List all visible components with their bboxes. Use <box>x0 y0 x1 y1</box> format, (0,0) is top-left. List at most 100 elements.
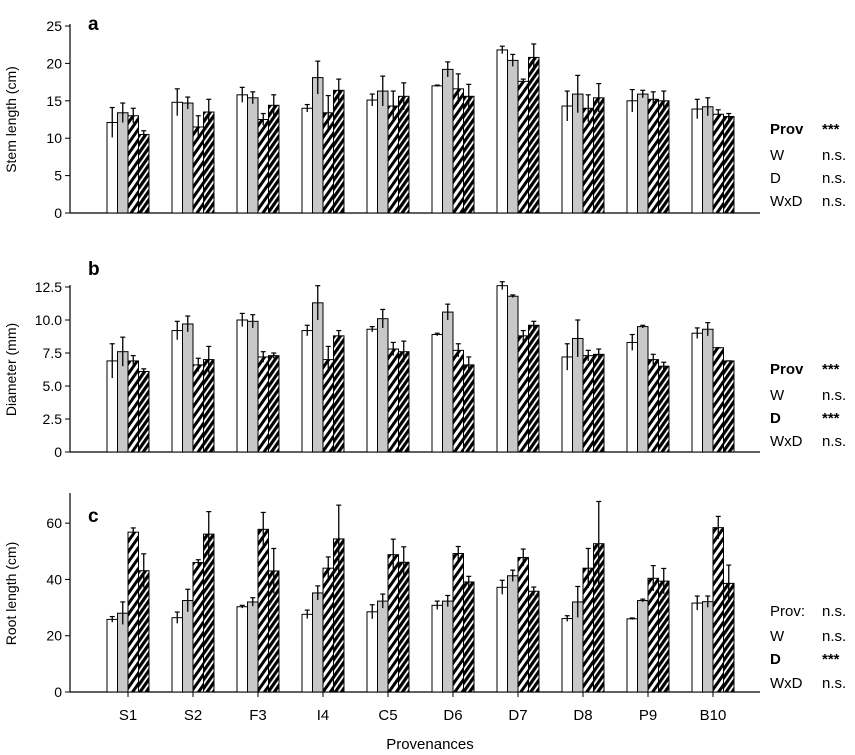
bar-B10-2 <box>702 328 714 453</box>
stat-label: WxD <box>770 433 803 450</box>
stat-value: n.s. <box>822 433 846 450</box>
bar-D7-3 <box>517 335 529 453</box>
bar-C5-3 <box>387 105 399 214</box>
bar-P9-4 <box>658 365 670 453</box>
bar-C5-1 <box>366 328 378 453</box>
stat-value: n.s. <box>822 628 846 645</box>
y-axis-title: Diameter (mm) <box>3 323 19 416</box>
bar-B10-3 <box>712 113 724 214</box>
bar-B10-1 <box>691 602 703 693</box>
y-tick-label: 7.5 <box>43 345 63 361</box>
bar-S2-2 <box>182 600 194 693</box>
bar-B10-3 <box>712 347 724 453</box>
y-tick-label: 10.0 <box>35 312 62 328</box>
x-tick-label: P9 <box>639 707 657 724</box>
stat-label: D <box>770 410 781 427</box>
x-tick-label: C5 <box>378 707 397 724</box>
bar-P9-2 <box>637 326 649 453</box>
bar-D7-4 <box>528 590 540 693</box>
bar-I4-1 <box>301 107 313 214</box>
stat-value: n.s. <box>822 387 846 404</box>
y-tick-label: 25 <box>46 18 62 34</box>
stat-value: *** <box>822 410 840 427</box>
stat-value: *** <box>822 121 840 138</box>
bar-F3-1 <box>236 319 248 453</box>
bar-S1-3 <box>127 531 139 693</box>
bar-D7-4 <box>528 56 540 214</box>
bar-P9-2 <box>637 93 649 214</box>
bar-C5-3 <box>387 554 399 693</box>
bar-D7-4 <box>528 324 540 453</box>
bar-S1-4 <box>138 370 150 453</box>
bar-B10-3 <box>712 527 724 693</box>
panel-a: 0 5 10 15 20 25 Stem length (cm) a Prov *** W n.s. D… <box>3 14 846 221</box>
bar-S2-4 <box>203 111 215 214</box>
y-tick-label: 10 <box>46 130 62 146</box>
bar-D7-3 <box>517 80 529 214</box>
bar-I4-1 <box>301 330 313 453</box>
stat-value: n.s. <box>822 147 846 164</box>
bar-F3-3 <box>257 356 269 453</box>
y-tick-label: 12.5 <box>35 279 62 295</box>
stat-label: Prov <box>770 121 804 138</box>
y-tick-label: 2.5 <box>43 411 63 427</box>
bar-I4-3 <box>322 567 334 693</box>
stat-value: n.s. <box>822 193 846 210</box>
y-tick-label: 0 <box>54 684 62 700</box>
bar-C5-2 <box>377 90 389 214</box>
bar-F3-4 <box>268 104 280 214</box>
stat-value: n.s. <box>822 170 846 187</box>
stat-label: W <box>770 628 785 645</box>
bar-I4-2 <box>312 592 324 693</box>
stat-value: n.s. <box>822 603 846 620</box>
bar-D7-1 <box>496 285 508 453</box>
bar-S2-2 <box>182 102 194 214</box>
bar-S2-3 <box>192 562 204 693</box>
bar-P9-3 <box>647 577 659 693</box>
stat-label: WxD <box>770 193 803 210</box>
y-tick-label: 0 <box>54 444 62 460</box>
stat-value: n.s. <box>822 675 846 692</box>
bar-S2-1 <box>171 330 183 453</box>
stat-label: D <box>770 170 781 187</box>
stat-label: WxD <box>770 675 803 692</box>
bar-B10-4 <box>723 116 735 214</box>
bar-B10-2 <box>702 601 714 693</box>
bar-D6-3 <box>452 349 464 453</box>
bar-D6-2 <box>442 311 454 453</box>
bar-F3-1 <box>236 94 248 214</box>
bar-S2-2 <box>182 323 194 453</box>
bar-F3-3 <box>257 528 269 693</box>
bar-S1-3 <box>127 115 139 214</box>
bar-C5-4 <box>398 561 410 693</box>
bar-C5-3 <box>387 348 399 453</box>
y-axis-title: Stem length (cm) <box>3 66 19 173</box>
bar-I4-3 <box>322 359 334 453</box>
bar-S1-4 <box>138 570 150 693</box>
bar-C5-1 <box>366 99 378 214</box>
x-tick-label: B10 <box>700 707 727 724</box>
bar-D7-2 <box>507 575 519 693</box>
bar-B10-2 <box>702 106 714 214</box>
bar-S2-1 <box>171 617 183 693</box>
bar-D8-1 <box>561 356 573 453</box>
x-axis-title: Provenances <box>386 736 474 753</box>
bar-C5-4 <box>398 351 410 453</box>
bar-D7-1 <box>496 49 508 214</box>
bar-S2-4 <box>203 359 215 453</box>
bar-D7-3 <box>517 556 529 693</box>
bar-P9-4 <box>658 580 670 693</box>
bar-C5-4 <box>398 95 410 214</box>
bar-S1-4 <box>138 133 150 214</box>
bar-I4-4 <box>333 89 345 214</box>
bar-S1-3 <box>127 360 139 453</box>
bar-D8-1 <box>561 618 573 693</box>
bar-P9-3 <box>647 359 659 453</box>
stat-label: W <box>770 387 785 404</box>
y-tick-label: 15 <box>46 93 62 109</box>
bar-P9-1 <box>626 100 638 214</box>
panel-c: 0 20 40 60 Root length (cm) c S1 S2 F3 I4 C5 D6 D7 D8… <box>3 493 846 724</box>
bar-S2-1 <box>171 101 183 214</box>
bar-I4-2 <box>312 302 324 453</box>
bar-F3-2 <box>247 97 259 214</box>
